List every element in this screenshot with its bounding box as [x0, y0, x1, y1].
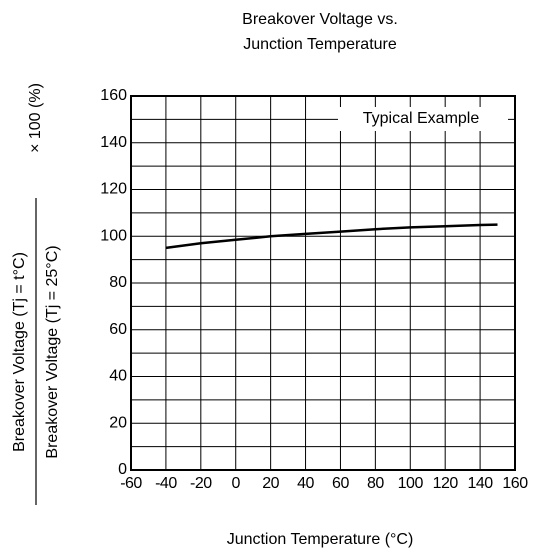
y-tick-label: 140	[100, 134, 127, 151]
x-tick-label: 0	[232, 475, 241, 492]
y-tick-label: 20	[109, 414, 127, 431]
y-tick-label: 160	[100, 87, 127, 104]
annotation-bg	[338, 107, 508, 131]
y-tick-label: 120	[100, 181, 127, 198]
y-tick-label: 60	[109, 321, 127, 338]
line-series	[165, 223, 498, 250]
y-axis-label: Breakover Voltage (Tj = t°C)	[11, 252, 28, 452]
x-tick-label: 40	[297, 475, 314, 492]
y-label-numerator: Breakover Voltage (Tj = t°C)	[11, 252, 28, 452]
x-tick-label: 140	[467, 475, 493, 492]
x-tick-label: 100	[398, 475, 424, 492]
y-label-denominator: Breakover Voltage (Tj = 25°C)	[44, 245, 61, 458]
y-axis-label: × 100 (%)	[27, 83, 44, 153]
x-tick-label: -60	[120, 475, 142, 492]
chart-title: Junction Temperature	[243, 36, 397, 53]
x-tick-label: 160	[502, 475, 528, 492]
y-tick-label: 40	[109, 368, 127, 385]
x-tick-label: 120	[433, 475, 459, 492]
x-tick-label: -40	[155, 475, 177, 492]
x-axis-label: Junction Temperature (°C)	[227, 531, 414, 548]
annotation: Typical Example	[363, 110, 480, 127]
x-tick-label: 60	[332, 475, 349, 492]
y-axis-label: Breakover Voltage (Tj = 25°C)	[44, 245, 61, 458]
x-tick-label: 80	[367, 475, 384, 492]
chart-title: Breakover Voltage vs.	[242, 11, 398, 28]
x-tick-label: 20	[262, 475, 279, 492]
y-tick-label: 80	[109, 274, 127, 291]
y-tick-label: 0	[118, 461, 127, 478]
y-label-factor: × 100 (%)	[27, 83, 44, 153]
plot-frame	[130, 95, 516, 471]
y-tick-label: 100	[100, 227, 127, 244]
x-tick-label: -20	[190, 475, 212, 492]
